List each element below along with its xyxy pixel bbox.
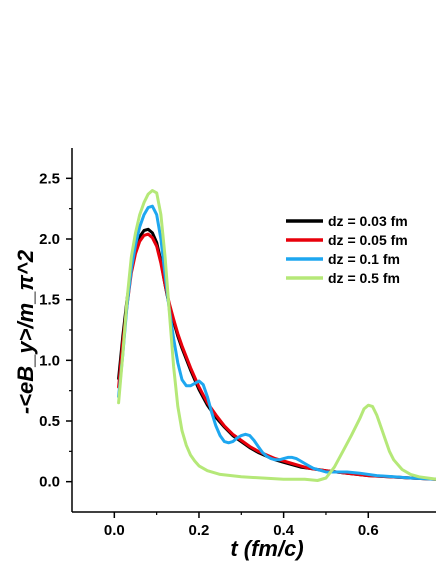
y-tick-label: 2.5: [39, 170, 60, 187]
x-axis-title: t (fm/c): [230, 536, 303, 561]
legend-label: dz = 0.5 fm: [328, 270, 400, 286]
legend: dz = 0.03 fm dz = 0.05 fm dz = 0.1 fm dz = …: [286, 213, 408, 286]
y-tick-label: 1.5: [39, 292, 60, 309]
legend-label: dz = 0.03 fm: [328, 213, 408, 229]
legend-label: dz = 0.05 fm: [328, 232, 408, 248]
legend-label: dz = 0.1 fm: [328, 251, 400, 267]
y-tick-label: 0.5: [39, 413, 60, 430]
y-axis-title: -<eB_y>/m_π^2: [13, 249, 38, 414]
series-line-4: [117, 189, 436, 482]
x-tick-label: 0.6: [358, 522, 379, 539]
x-tick-label: 0.2: [189, 522, 210, 539]
y-tick-label: 0.0: [39, 474, 60, 491]
x-tick-label: 0.0: [104, 522, 125, 539]
series-line-3: [117, 204, 436, 481]
x-tick-label: 0.4: [273, 522, 295, 539]
y-tick-label: 2.0: [39, 231, 60, 248]
y-tick-label: 1.0: [39, 352, 60, 369]
